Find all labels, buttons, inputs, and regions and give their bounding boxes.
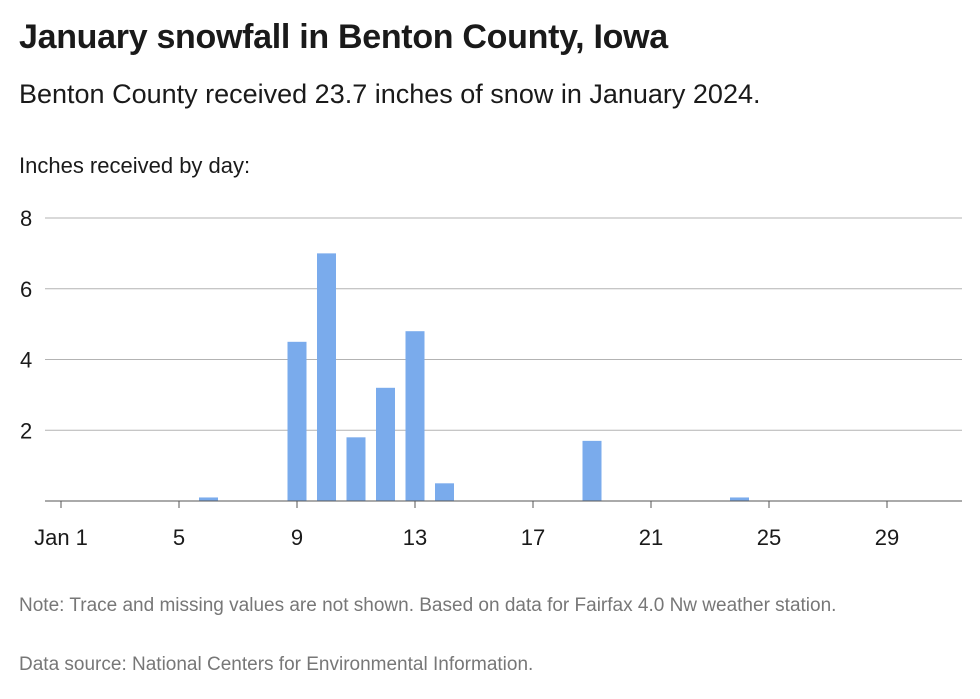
bar [582, 440, 602, 501]
chart-subtitle: Benton County received 23.7 inches of sn… [19, 79, 761, 109]
bars [199, 253, 749, 501]
x-tick-label: 25 [757, 525, 781, 550]
x-axis-ticks: Jan 1 5 9 13 17 21 25 29 [34, 501, 899, 550]
x-tick-label: Jan 1 [34, 525, 88, 550]
y-tick-label: 6 [20, 277, 32, 302]
bar [435, 483, 454, 501]
x-tick-label: 13 [403, 525, 427, 550]
x-tick-label: 17 [521, 525, 545, 550]
bar [730, 497, 749, 501]
footnote: Note: Trace and missing values are not s… [19, 595, 837, 616]
x-tick-label: 9 [291, 525, 303, 550]
bar [199, 497, 218, 501]
x-tick-label: 29 [875, 525, 899, 550]
bar [376, 387, 395, 501]
snowfall-bar-chart: 2 4 6 8 Jan 1 5 9 13 17 21 25 29 [20, 206, 962, 550]
y-axis-ticks: 2 4 6 8 [20, 206, 32, 443]
bar [287, 341, 307, 501]
y-tick-label: 4 [20, 348, 32, 373]
gridlines [45, 217, 962, 431]
chart-title: January snowfall in Benton County, Iowa [19, 18, 668, 56]
x-tick-label: 5 [173, 525, 185, 550]
y-tick-label: 2 [20, 418, 32, 443]
x-tick-label: 21 [639, 525, 663, 550]
bar [405, 331, 425, 501]
bar [346, 437, 366, 501]
data-source: Data source: National Centers for Enviro… [19, 654, 534, 675]
y-tick-label: 8 [20, 206, 32, 231]
y-axis-label: Inches received by day: [19, 153, 251, 178]
bar [317, 253, 336, 501]
